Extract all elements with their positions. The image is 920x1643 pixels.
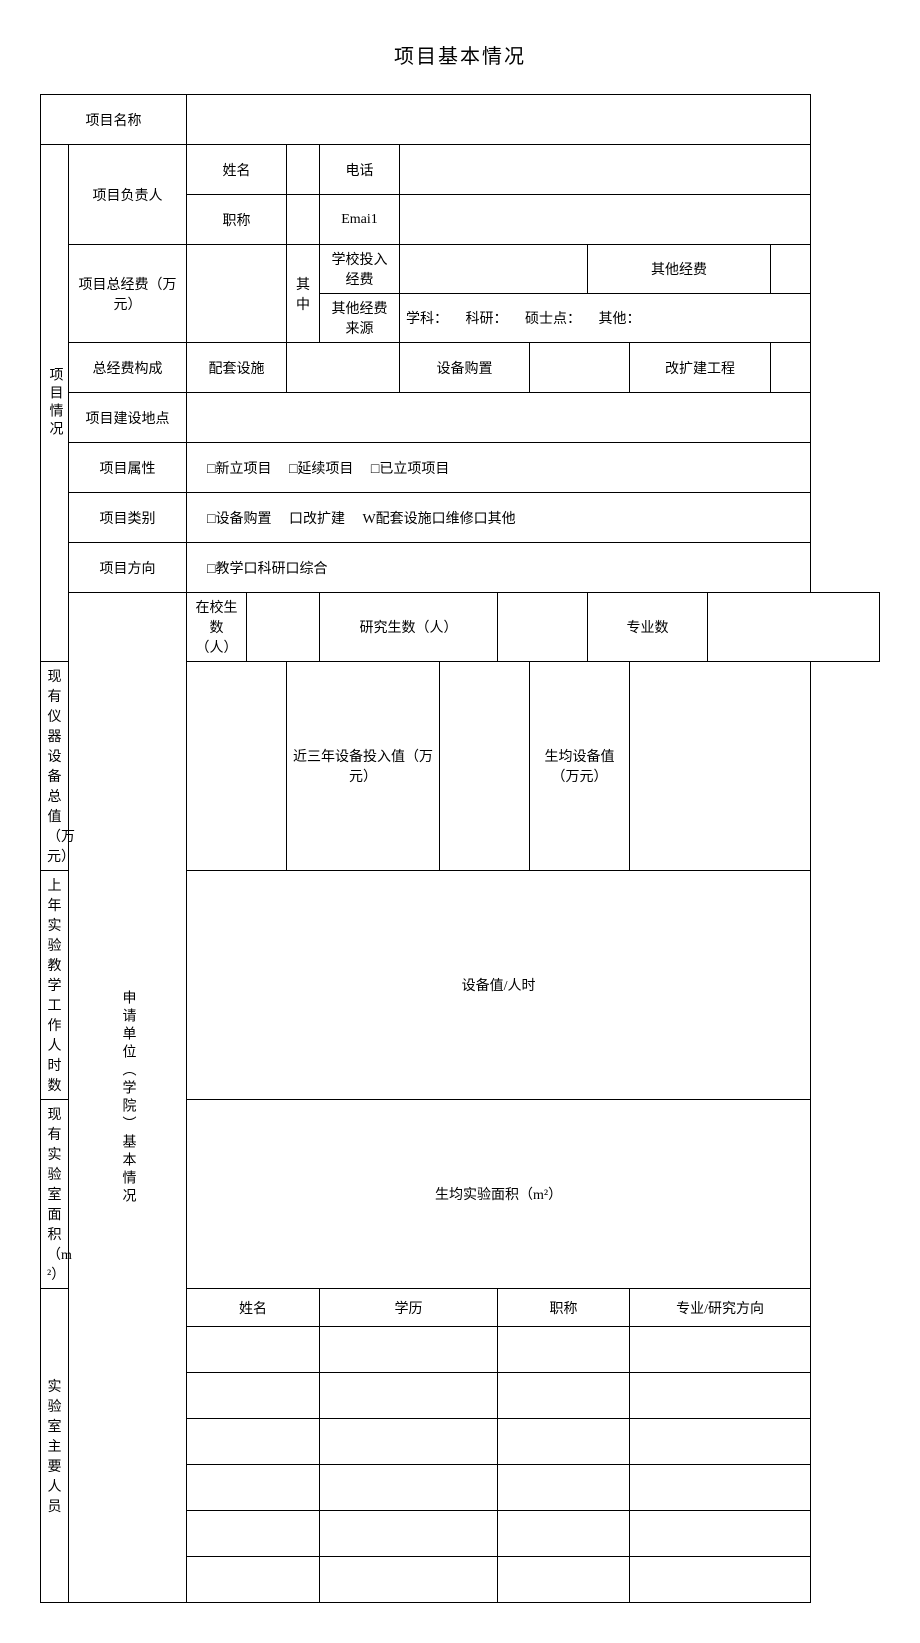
label-equipment: 设备购置	[400, 343, 530, 393]
staff-row[interactable]	[498, 1419, 630, 1465]
label-expansion: 改扩建工程	[630, 343, 771, 393]
label-students: 在校生数（人）	[187, 593, 247, 662]
label-other-fund: 其他经费	[588, 245, 771, 294]
field-category[interactable]: □设备购置 口改扩建 W配套设施口维修口其他	[187, 493, 811, 543]
label-name: 姓名	[187, 145, 287, 195]
field-other-fund[interactable]	[771, 245, 811, 294]
field-avg-equip[interactable]	[630, 662, 811, 871]
staff-row[interactable]	[498, 1557, 630, 1603]
field-name[interactable]	[287, 145, 320, 195]
label-facility: 配套设施	[187, 343, 287, 393]
label-among: 其中	[287, 245, 320, 343]
label-total-budget: 项目总经费（万元）	[69, 245, 187, 343]
label-project-lead: 项目负责人	[69, 145, 187, 245]
label-equip-hour: 设备值/人时	[187, 871, 811, 1100]
field-phone[interactable]	[400, 145, 811, 195]
staff-row[interactable]	[498, 1465, 630, 1511]
page-title: 项目基本情况	[40, 40, 880, 69]
label-avg-area: 生均实验面积（m²）	[187, 1100, 811, 1289]
label-3yr: 近三年设备投入值（万元）	[287, 662, 440, 871]
field-direction[interactable]: □教学口科研口综合	[187, 543, 811, 593]
label-grad: 研究生数（人）	[320, 593, 498, 662]
label-email: Emai1	[320, 195, 400, 245]
field-school-fund[interactable]	[400, 245, 588, 294]
field-expansion[interactable]	[771, 343, 811, 393]
field-project-name[interactable]	[187, 95, 811, 145]
staff-row[interactable]	[498, 1511, 630, 1557]
label-title: 职称	[187, 195, 287, 245]
label-school-fund: 学校投入经费	[320, 245, 400, 294]
staff-row[interactable]	[498, 1327, 630, 1373]
label-hours: 上年实验教学工作人时数	[41, 871, 69, 1100]
staff-row[interactable]	[630, 1419, 811, 1465]
staff-row[interactable]	[630, 1373, 811, 1419]
staff-row[interactable]	[320, 1511, 498, 1557]
label-direction: 项目方向	[69, 543, 187, 593]
field-email[interactable]	[400, 195, 811, 245]
field-facility[interactable]	[287, 343, 400, 393]
label-budget-compose: 总经费构成	[69, 343, 187, 393]
label-project-name: 项目名称	[41, 95, 187, 145]
staff-h-major: 专业/研究方向	[630, 1289, 811, 1327]
staff-row[interactable]	[630, 1511, 811, 1557]
field-equipment[interactable]	[530, 343, 630, 393]
label-staff: 实验室主要人员	[41, 1289, 69, 1603]
staff-h-name: 姓名	[187, 1289, 320, 1327]
label-category: 项目类别	[69, 493, 187, 543]
staff-row[interactable]	[187, 1511, 320, 1557]
label-majors: 专业数	[588, 593, 708, 662]
staff-row[interactable]	[320, 1419, 498, 1465]
field-grad[interactable]	[498, 593, 588, 662]
field-attr[interactable]: □新立项目 □延续项目 □已立项项目	[187, 443, 811, 493]
field-majors[interactable]	[708, 593, 880, 662]
staff-row[interactable]	[187, 1419, 320, 1465]
label-location: 项目建设地点	[69, 393, 187, 443]
field-equip-val[interactable]	[187, 662, 287, 871]
staff-row[interactable]	[320, 1465, 498, 1511]
section-label-project: 项目情况	[41, 145, 69, 662]
label-other-source: 其他经费来源	[320, 294, 400, 343]
field-title[interactable]	[287, 195, 320, 245]
label-equip-val: 现有仪器设备总值（万元）	[41, 662, 69, 871]
field-total-budget[interactable]	[187, 245, 287, 343]
label-area: 现有实验室面积（m²）	[41, 1100, 69, 1289]
field-other-source[interactable]: 学科： 科研： 硕士点： 其他：	[400, 294, 811, 343]
staff-row[interactable]	[187, 1373, 320, 1419]
staff-h-edu: 学历	[320, 1289, 498, 1327]
form-table: 项目名称 项目情况 项目负责人 姓名 电话 职称 Emai1 项目总经费（万元）…	[40, 94, 880, 1603]
staff-row[interactable]	[187, 1327, 320, 1373]
section-label-unit: 申请单位（学院）基本情况	[69, 593, 187, 1603]
label-attr: 项目属性	[69, 443, 187, 493]
staff-h-title: 职称	[498, 1289, 630, 1327]
staff-row[interactable]	[320, 1557, 498, 1603]
staff-row[interactable]	[630, 1557, 811, 1603]
staff-row[interactable]	[498, 1373, 630, 1419]
label-avg-equip: 生均设备值（万元）	[530, 662, 630, 871]
staff-row[interactable]	[320, 1327, 498, 1373]
staff-row[interactable]	[320, 1373, 498, 1419]
field-students[interactable]	[247, 593, 320, 662]
staff-row[interactable]	[630, 1465, 811, 1511]
staff-row[interactable]	[630, 1327, 811, 1373]
staff-row[interactable]	[187, 1557, 320, 1603]
label-phone: 电话	[320, 145, 400, 195]
field-location[interactable]	[187, 393, 811, 443]
field-3yr[interactable]	[440, 662, 530, 871]
staff-row[interactable]	[187, 1465, 320, 1511]
